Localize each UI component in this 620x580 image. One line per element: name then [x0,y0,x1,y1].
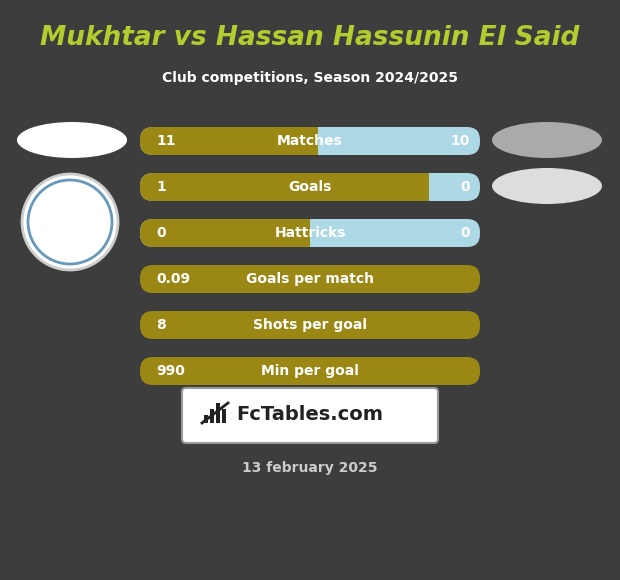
Bar [416,173,429,201]
FancyBboxPatch shape [140,173,429,201]
Text: Matches: Matches [277,134,343,148]
Ellipse shape [492,122,602,158]
FancyBboxPatch shape [140,127,318,155]
Text: 0.09: 0.09 [156,272,190,286]
Text: 0: 0 [156,226,166,240]
Text: FcTables.com: FcTables.com [236,405,383,425]
Bar [216,403,220,423]
Text: Mukhtar vs Hassan Hassunin El Said: Mukhtar vs Hassan Hassunin El Said [40,25,580,51]
Text: 990: 990 [156,364,185,378]
Bar [305,127,318,155]
Bar [297,219,310,247]
Bar [204,415,208,423]
FancyBboxPatch shape [140,311,480,339]
Bar [222,409,226,423]
FancyBboxPatch shape [140,357,480,385]
Text: 0: 0 [461,180,470,194]
Ellipse shape [492,168,602,204]
Text: 8: 8 [156,318,166,332]
Text: Shots per goal: Shots per goal [253,318,367,332]
Text: 11: 11 [156,134,175,148]
Text: Hattricks: Hattricks [274,226,346,240]
Ellipse shape [17,122,127,158]
FancyBboxPatch shape [140,127,480,155]
Text: Goals: Goals [288,180,332,194]
Text: 1: 1 [156,180,166,194]
Text: Club competitions, Season 2024/2025: Club competitions, Season 2024/2025 [162,71,458,85]
Text: 0: 0 [461,226,470,240]
Text: Min per goal: Min per goal [261,364,359,378]
FancyBboxPatch shape [140,265,480,293]
FancyBboxPatch shape [140,219,310,247]
FancyBboxPatch shape [140,219,480,247]
Circle shape [22,174,118,270]
Text: 10: 10 [451,134,470,148]
Text: Goals per match: Goals per match [246,272,374,286]
FancyBboxPatch shape [182,388,438,443]
Bar [210,409,214,423]
FancyBboxPatch shape [140,173,480,201]
Text: 13 february 2025: 13 february 2025 [242,461,378,475]
